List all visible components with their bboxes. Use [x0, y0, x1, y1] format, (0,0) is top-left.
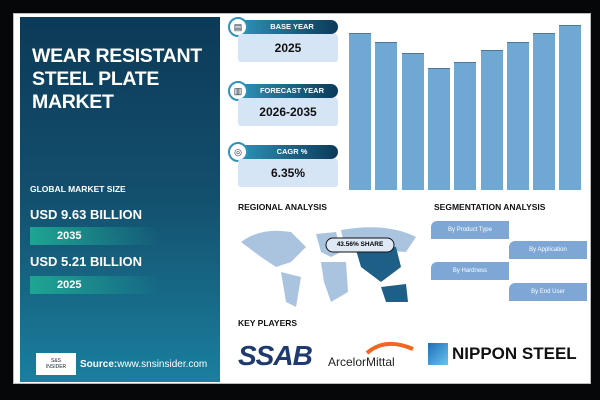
bar-0: [349, 33, 371, 190]
market-year-2025: 2025: [30, 276, 160, 294]
stat-label: BASE YEAR: [238, 20, 338, 34]
nippon-steel-mark: [428, 343, 448, 365]
regional-heading: REGIONAL ANALYSIS: [238, 202, 327, 212]
arcelormittal-swoosh: [365, 341, 414, 355]
bar-1: [375, 42, 398, 190]
segment-hardness: By Hardness: [431, 262, 509, 280]
source: S&S INSIDER Source:www.snsinsider.com: [36, 353, 207, 375]
segmentation-heading: SEGMENTATION ANALYSIS: [434, 202, 546, 212]
stat-label: CAGR %: [238, 145, 338, 159]
bar-3: [427, 68, 450, 190]
stat-label: FORECAST YEAR: [238, 84, 338, 98]
page-title: WEAR RESISTANT STEEL PLATE MARKET: [32, 45, 202, 113]
bar-5: [480, 50, 503, 190]
region-share-label: 43.56% SHARE: [336, 241, 384, 248]
source-url[interactable]: www.snsinsider.com: [117, 358, 208, 370]
stat-value: 2025: [238, 34, 338, 62]
bar-6: [506, 42, 529, 190]
stat-value: 2026-2035: [238, 98, 338, 126]
nippon-steel-logo: NIPPON STEEL: [452, 344, 577, 363]
market-year-2035: 2035: [30, 227, 160, 245]
segment-application: By Application: [509, 241, 587, 259]
key-players-heading: KEY PLAYERS: [238, 318, 298, 328]
sns-insider-logo: S&S INSIDER: [36, 353, 76, 375]
market-value-2035: USD 9.63 BILLION: [30, 207, 142, 222]
arcelormittal-logo: ArcelorMittal: [328, 355, 395, 369]
market-value-2025: USD 5.21 BILLION: [30, 254, 142, 269]
bar-7: [533, 33, 556, 190]
segment-product-type: By Product Type: [431, 221, 509, 239]
source-label: Source:: [80, 358, 118, 370]
bar-8: [559, 25, 582, 190]
world-map: [241, 227, 416, 307]
bar-4: [454, 62, 477, 190]
ssab-logo: SSAB: [238, 340, 313, 371]
bar-2: [401, 53, 424, 190]
left-panel: WEAR RESISTANT STEEL PLATE MARKET GLOBAL…: [20, 17, 220, 382]
global-market-size-label: GLOBAL MARKET SIZE: [30, 184, 126, 194]
stat-value: 6.35%: [238, 159, 338, 187]
segment-end-user: By End User: [509, 283, 587, 301]
